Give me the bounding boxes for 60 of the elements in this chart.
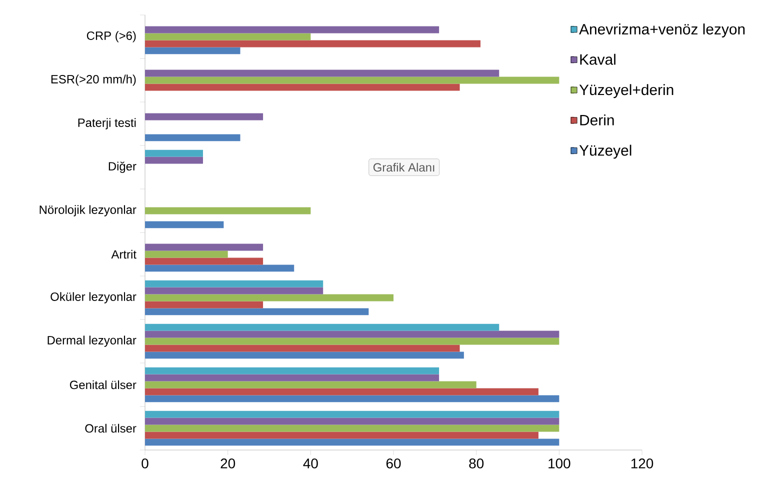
bar xyxy=(145,410,560,418)
bar xyxy=(145,47,240,54)
x-tick-label: 120 xyxy=(631,458,654,468)
bar xyxy=(145,418,560,425)
legend-label: Yüzeyel+derin xyxy=(579,84,674,98)
x-tick-label: 40 xyxy=(303,458,318,468)
bar xyxy=(145,280,324,288)
x-tick-label: 0 xyxy=(142,458,148,468)
y-tick-label: Oral ülser xyxy=(85,424,136,433)
y-tick-label: Nörolojik lezyonlar xyxy=(40,205,136,216)
bar xyxy=(145,388,538,396)
legend-label: Derin xyxy=(580,114,614,126)
bar xyxy=(145,344,460,352)
bar xyxy=(145,84,460,91)
bar xyxy=(145,150,203,157)
bar xyxy=(145,438,560,446)
bar xyxy=(145,113,264,120)
bar xyxy=(145,374,440,382)
x-tick-label: 100 xyxy=(548,458,570,468)
y-tick-label: Oküler lezyonlar xyxy=(50,292,136,304)
bar xyxy=(145,40,480,48)
y-tick-label: Paterji testi xyxy=(78,118,136,130)
y-tick-label: Diğer xyxy=(108,162,136,173)
bar xyxy=(145,308,369,316)
y-tick-label: ESR(>20 mm/h) xyxy=(51,74,136,86)
bar xyxy=(145,70,500,77)
bar xyxy=(145,207,311,214)
bar xyxy=(145,264,294,272)
bar xyxy=(145,287,324,294)
x-tick-label: 20 xyxy=(220,458,236,468)
bar xyxy=(145,381,476,388)
bar xyxy=(145,134,240,142)
bar xyxy=(145,294,394,302)
bar xyxy=(145,156,203,164)
y-tick-label: Genital ülser xyxy=(70,380,136,390)
bar xyxy=(145,221,224,228)
bar xyxy=(145,352,464,359)
x-tick-label: 80 xyxy=(469,458,484,468)
bar xyxy=(145,301,264,308)
bar xyxy=(145,26,440,34)
legend-label: Kaval xyxy=(580,54,616,65)
bar xyxy=(145,424,560,432)
y-tick-label: CRP (>6) xyxy=(86,31,136,42)
legend-label: Anevrizma+venöz lezyon xyxy=(579,24,745,38)
bar xyxy=(145,395,560,402)
bar xyxy=(145,244,264,251)
y-tick-label: Dermal lezyonlar xyxy=(48,336,136,347)
bar xyxy=(145,258,264,265)
y-tick-label: Artrit xyxy=(111,250,136,259)
bar xyxy=(145,324,500,331)
bar xyxy=(145,338,560,345)
legend-label: Yüzeyel xyxy=(579,144,632,159)
x-tick-label: 60 xyxy=(386,458,401,468)
bar xyxy=(145,432,538,439)
bar xyxy=(145,330,560,338)
bar xyxy=(145,367,440,374)
annotation: Grafik Alanı xyxy=(373,162,434,172)
bar xyxy=(145,33,311,40)
bar xyxy=(145,250,228,258)
bar xyxy=(145,76,560,84)
